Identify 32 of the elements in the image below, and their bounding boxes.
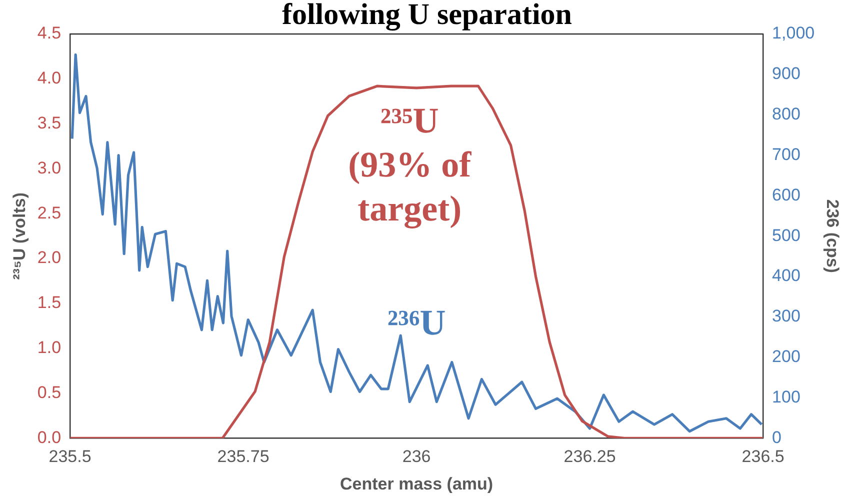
y2-tick-label: 700 [772, 144, 800, 164]
x-tick-label: 235.5 [48, 447, 92, 466]
y-tick-label: 0.5 [37, 382, 62, 402]
y-tick-label: 1.5 [37, 293, 62, 312]
x-tick-label: 236 [402, 447, 431, 466]
y2-tick-label: 200 [772, 347, 800, 366]
y-tick-label: 3.5 [37, 114, 62, 133]
y2-tick-label: 0 [772, 428, 782, 447]
y-tick-label: 1.0 [37, 338, 62, 358]
y2-tick-label: 500 [772, 226, 800, 245]
y2-tick-label: 400 [772, 266, 800, 286]
y-tick-label: 4.0 [37, 68, 62, 88]
y2-tick-label: 900 [772, 64, 800, 84]
x-axis-title: Center mass (amu) [340, 474, 494, 494]
y2-tick-label: 100 [772, 387, 800, 406]
y-tick-label: 4.5 [37, 24, 62, 43]
x-tick-label: 235.75 [217, 447, 270, 466]
x-tick-label: 236.5 [742, 447, 784, 466]
y2-axis-title: 236 (cps) [823, 199, 842, 273]
y2-tick-label: 800 [772, 104, 800, 124]
series-label: ²³⁶U [387, 302, 446, 342]
y2-tick-label: 300 [772, 306, 800, 326]
x-tick-label: 236.25 [564, 447, 616, 466]
y-axis-title: ²³⁵U (volts) [10, 192, 29, 280]
y-tick-label: 3.0 [37, 158, 62, 178]
chart-title: following U separation [282, 0, 572, 31]
y-tick-label: 2.0 [37, 248, 62, 268]
y2-tick-label: 600 [772, 185, 800, 204]
y-tick-label: 2.5 [37, 203, 62, 222]
y-tick-label: 0.0 [37, 428, 62, 447]
series-label: ²³⁵U (93% of target) [348, 100, 472, 229]
y2-tick-label: 1,000 [772, 24, 815, 43]
